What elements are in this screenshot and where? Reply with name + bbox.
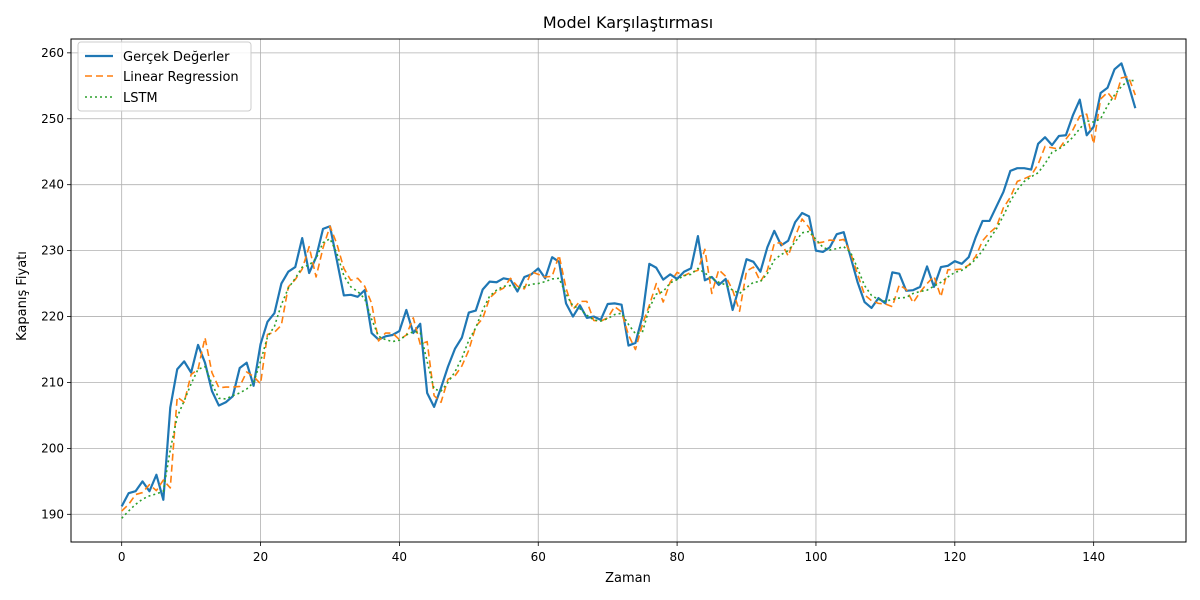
- x-axis-label: Zaman: [605, 571, 651, 586]
- y-tick-label: 200: [41, 441, 64, 455]
- y-tick-label: 250: [41, 112, 64, 126]
- y-tick-label: 190: [41, 507, 64, 521]
- legend-label-gercek: Gerçek Değerler: [123, 50, 230, 65]
- chart-title: Model Karşılaştırması: [543, 13, 713, 32]
- y-tick-label: 230: [41, 244, 64, 258]
- x-tick-label: 80: [669, 550, 684, 564]
- x-tick-label: 120: [943, 550, 966, 564]
- y-tick-label: 220: [41, 310, 64, 324]
- x-tick-label: 60: [531, 550, 546, 564]
- x-tick-label: 40: [392, 550, 407, 564]
- x-tick-label: 140: [1082, 550, 1105, 564]
- y-tick-label: 210: [41, 375, 64, 389]
- y-axis-label: Kapanış Fiyatı: [15, 251, 30, 341]
- y-tick-label: 260: [41, 46, 64, 60]
- y-tick-label: 240: [41, 178, 64, 192]
- legend-label-linear-regression: Linear Regression: [123, 70, 239, 85]
- x-tick-label: 20: [253, 550, 268, 564]
- legend: Gerçek Değerler Linear Regression LSTM: [78, 42, 251, 111]
- x-tick-label: 0: [118, 550, 126, 564]
- legend-label-lstm: LSTM: [123, 91, 158, 106]
- x-tick-label: 100: [805, 550, 828, 564]
